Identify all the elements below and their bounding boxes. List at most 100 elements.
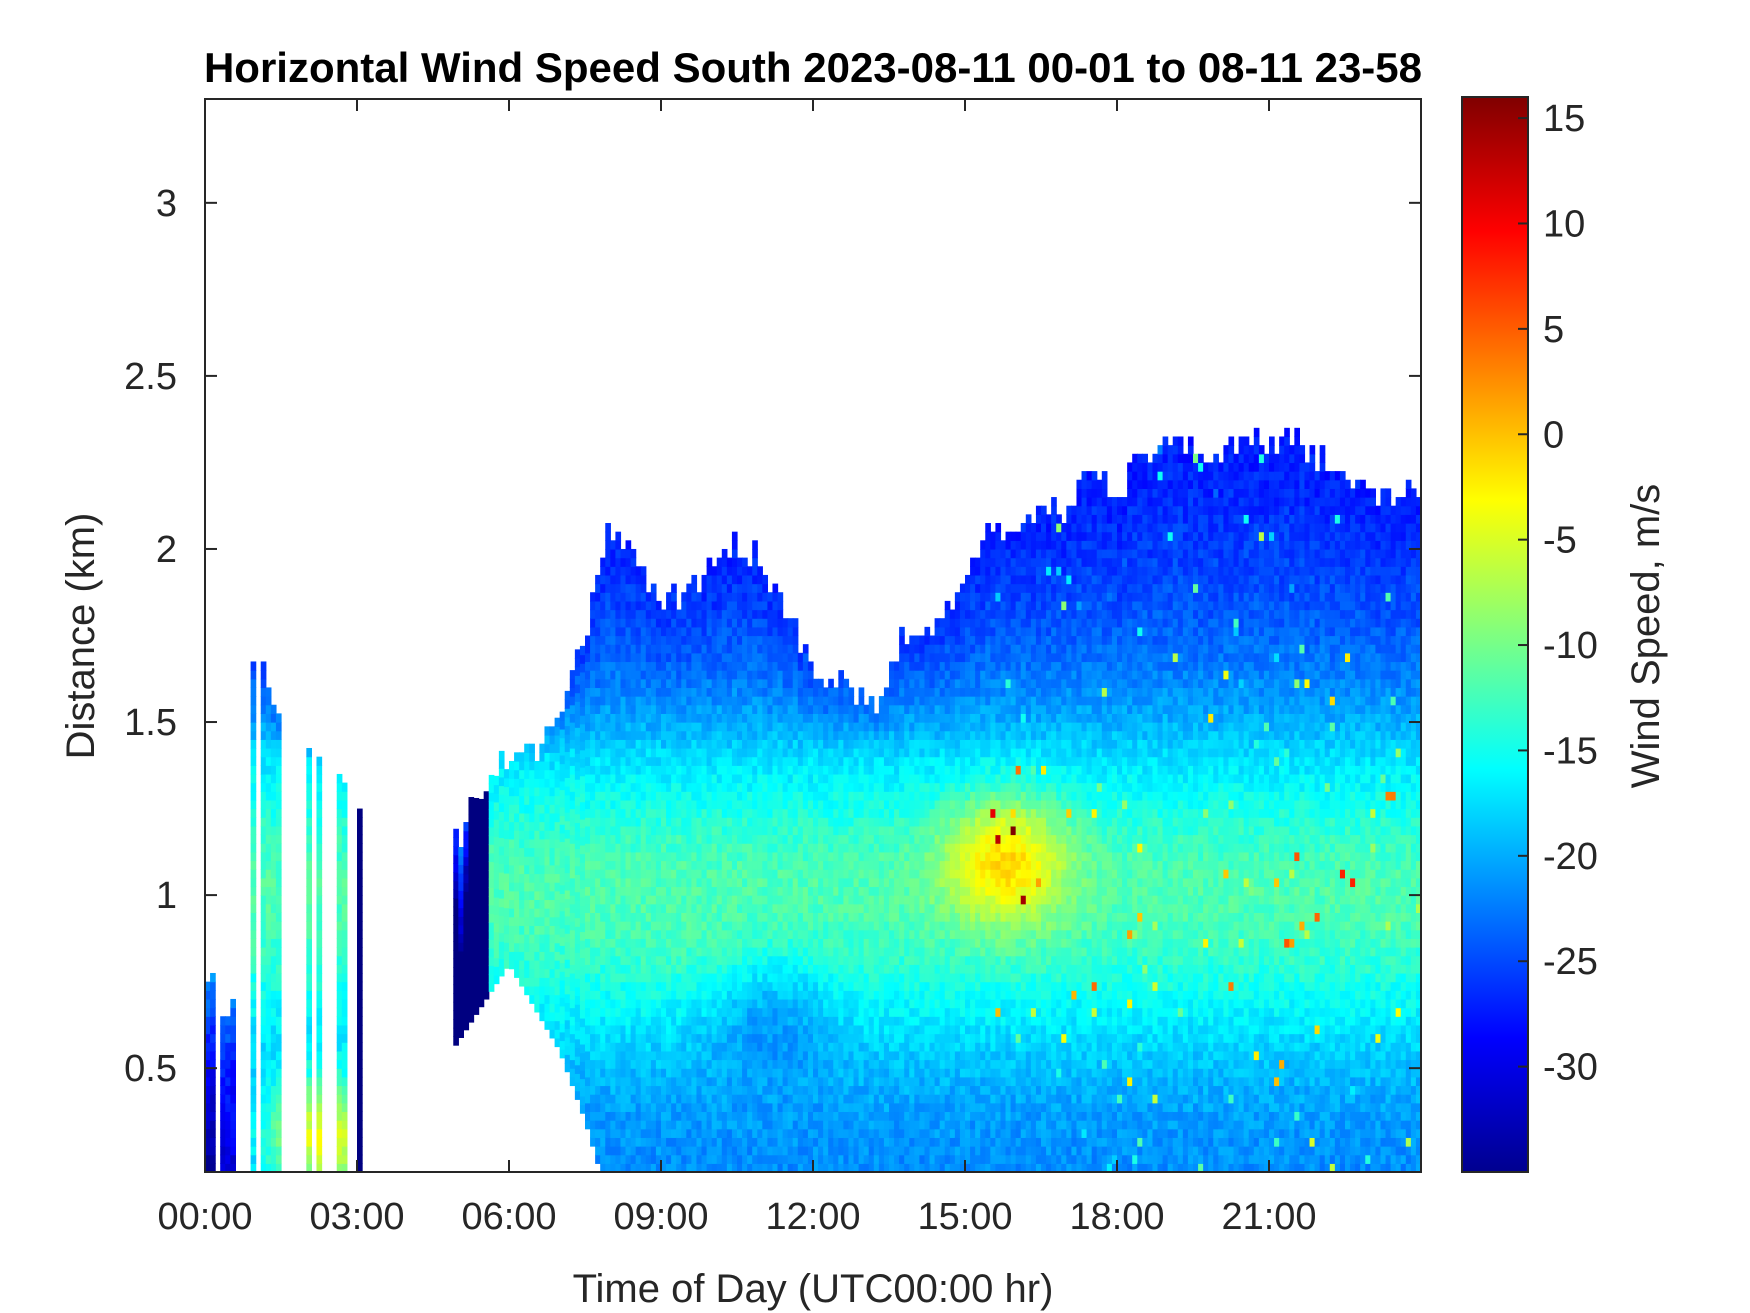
heatmap-cell <box>640 843 647 853</box>
heatmap-cell <box>635 644 642 654</box>
heatmap-cell <box>250 808 257 818</box>
heatmap-cell <box>843 903 850 913</box>
heatmap-cell <box>615 1076 622 1087</box>
heatmap-cell <box>721 713 728 723</box>
heatmap-cell <box>706 644 713 654</box>
heatmap-cell <box>666 644 672 654</box>
heatmap-cell <box>640 747 647 758</box>
heatmap-cell <box>640 938 647 948</box>
heatmap-cell <box>757 1076 763 1087</box>
heatmap-cell <box>777 998 784 1009</box>
heatmap-cell <box>564 829 571 839</box>
heatmap-cell <box>357 981 363 991</box>
heatmap-cell <box>716 1146 723 1156</box>
heatmap-cell <box>762 1016 768 1026</box>
heatmap-cell <box>721 1120 728 1130</box>
heatmap-cell <box>666 1059 672 1069</box>
heatmap-cell <box>630 886 637 896</box>
heatmap-cell <box>686 670 692 680</box>
heatmap-cell <box>630 938 637 948</box>
heatmap-cell <box>519 769 525 779</box>
heatmap-cell <box>696 912 703 922</box>
heatmap-cell <box>752 851 758 862</box>
heatmap-cell <box>661 817 667 827</box>
heatmap-cell <box>661 644 667 654</box>
heatmap-cell <box>843 765 850 775</box>
heatmap-cell <box>250 1007 257 1017</box>
heatmap-cell <box>787 1154 794 1164</box>
heatmap-cell <box>493 914 500 924</box>
heatmap-cell <box>848 921 855 931</box>
heatmap-cell <box>590 1102 596 1113</box>
heatmap-cell <box>260 696 267 706</box>
heatmap-cell <box>549 838 556 849</box>
heatmap-cell <box>488 800 495 811</box>
heatmap-cell <box>762 1076 768 1087</box>
heatmap-cell <box>539 882 546 892</box>
heatmap-cell <box>818 1050 824 1061</box>
heatmap-cell <box>737 886 743 896</box>
heatmap-cell <box>706 834 713 844</box>
heatmap-cell <box>270 1128 277 1138</box>
heatmap-cell <box>610 912 616 922</box>
heatmap-cell <box>544 1011 551 1022</box>
heatmap-cell <box>777 825 784 836</box>
heatmap-cell <box>711 799 718 810</box>
heatmap-cell <box>650 912 657 922</box>
heatmap-cell <box>802 843 809 853</box>
heatmap-cell <box>757 998 763 1009</box>
heatmap-cell <box>853 1033 860 1043</box>
heatmap-cell <box>473 936 480 946</box>
heatmap-cell <box>615 557 622 567</box>
heatmap-cell <box>275 998 282 1009</box>
heatmap-cell <box>731 696 738 706</box>
heatmap-cell <box>600 1007 606 1017</box>
heatmap-cell <box>645 1059 652 1069</box>
heatmap-cell <box>357 1059 363 1069</box>
heatmap-cell <box>757 583 763 593</box>
heatmap-cell <box>838 981 844 991</box>
heatmap-cell <box>681 635 687 645</box>
heatmap-cell <box>671 947 677 957</box>
heatmap-cell <box>534 994 540 1004</box>
heatmap-cell <box>813 929 819 939</box>
heatmap-cell <box>731 808 738 818</box>
heatmap-cell <box>559 720 566 730</box>
heatmap-cell <box>716 1137 723 1147</box>
heatmap-cell <box>205 1154 211 1164</box>
heatmap-cell <box>483 990 490 1000</box>
heatmap-cell <box>787 635 794 645</box>
heatmap-cell <box>797 678 804 689</box>
heatmap-cell <box>569 1050 576 1061</box>
heatmap-cell <box>742 1024 748 1035</box>
heatmap-cell <box>514 890 520 901</box>
heatmap-cell <box>686 1076 692 1087</box>
heatmap-cell <box>625 1007 632 1017</box>
heatmap-cell <box>676 618 682 628</box>
heatmap-cell <box>275 990 282 1000</box>
heatmap-cell <box>731 1163 738 1173</box>
heatmap-cell <box>655 947 662 957</box>
heatmap-cell <box>625 644 632 654</box>
heatmap-cell <box>615 964 622 974</box>
heatmap-cell <box>666 1007 672 1017</box>
heatmap-cell <box>640 877 647 888</box>
heatmap-cell <box>686 696 692 706</box>
heatmap-cell <box>726 687 733 697</box>
heatmap-cell <box>316 938 323 948</box>
heatmap-cell <box>549 769 556 779</box>
heatmap-cell <box>270 1068 277 1078</box>
heatmap-cell <box>721 825 728 836</box>
heatmap-cell <box>777 938 784 948</box>
heatmap-cell <box>666 670 672 680</box>
heatmap-cell <box>838 782 844 792</box>
heatmap-cell <box>590 1120 596 1130</box>
heatmap-cell <box>777 1068 784 1078</box>
heatmap-cell <box>503 898 510 909</box>
heatmap-cell <box>210 1120 216 1130</box>
heatmap-cell <box>453 872 459 882</box>
heatmap-cell <box>676 947 682 957</box>
heatmap-cell <box>686 817 692 827</box>
heatmap-cell <box>706 1068 713 1078</box>
heatmap-cell <box>737 799 743 810</box>
